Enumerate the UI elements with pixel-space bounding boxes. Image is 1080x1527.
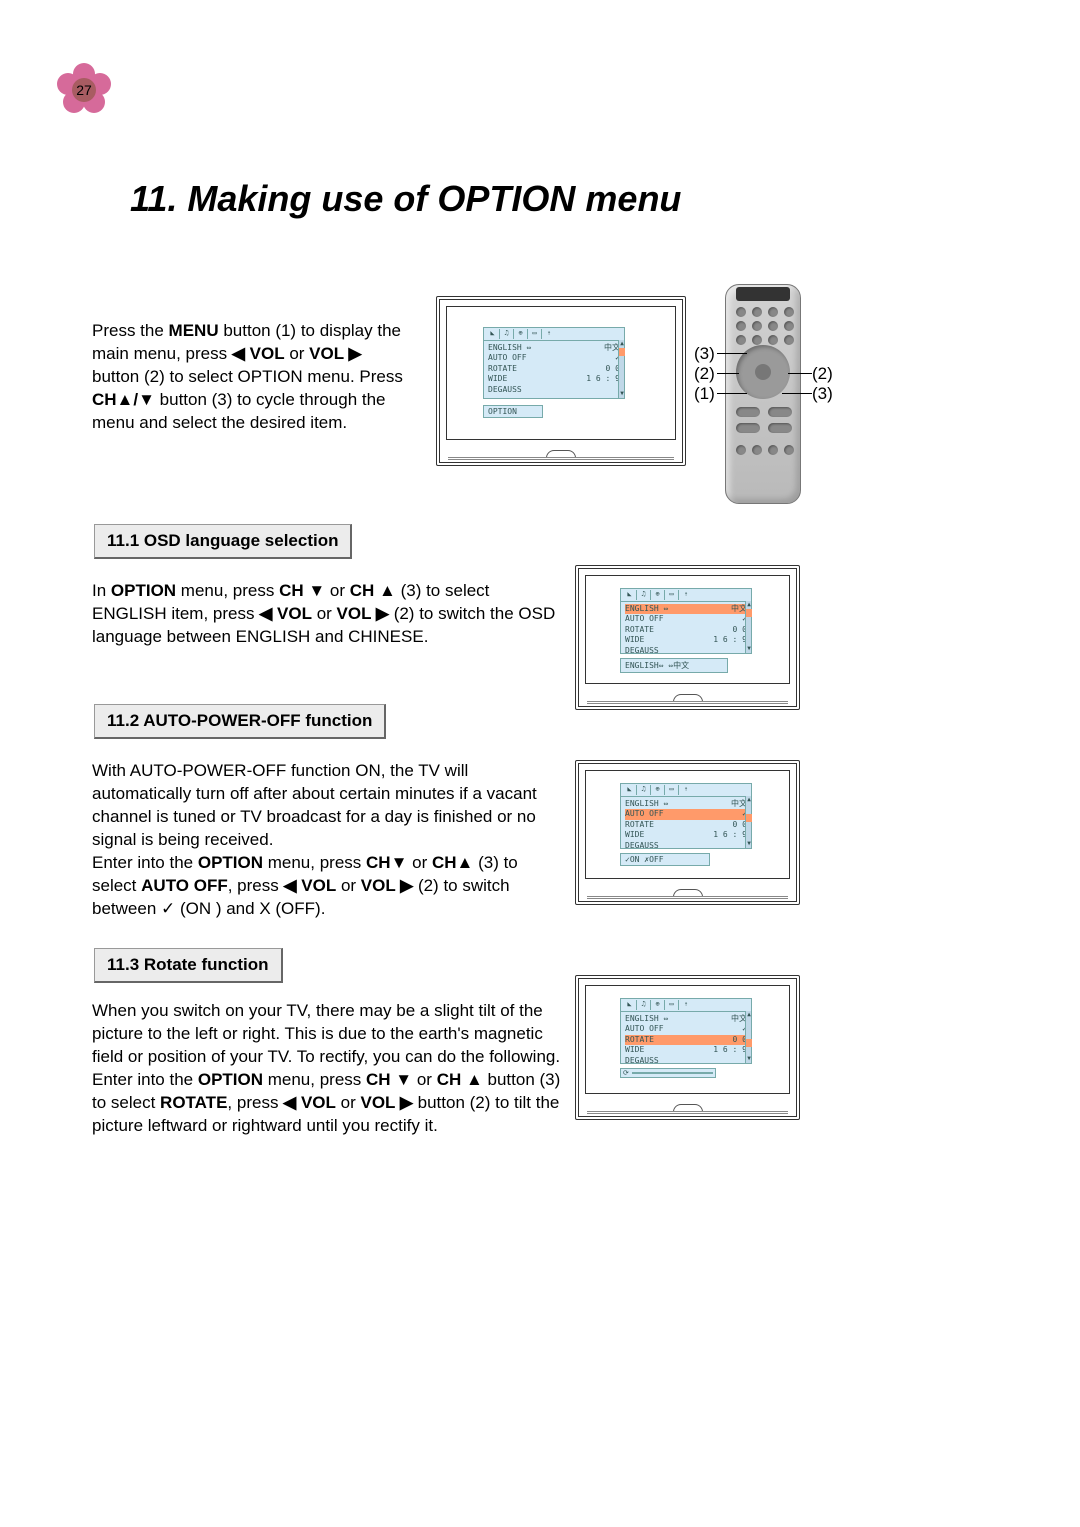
remote-button	[752, 335, 762, 345]
remote-button	[736, 423, 760, 433]
osd-tab-icon: ⇡	[542, 329, 556, 339]
osd-slider-s3: ⟳	[620, 1068, 716, 1078]
osd-footer-s1: ENGLISH⇔ ⇔中文	[620, 658, 728, 673]
remote-button	[736, 407, 760, 417]
remote-button	[752, 307, 762, 317]
osd-tabs: ◣ ♫ ⊕ ▭ ⇡	[484, 328, 624, 341]
page-badge: 27	[54, 60, 114, 120]
remote-button	[736, 335, 746, 345]
osd-menu-s1: ◣♫⊕▭⇡ ENGLISH ⇔中文 AUTO OFF✓ ROTATE0 0 WI…	[620, 588, 752, 654]
remote-button	[784, 307, 794, 317]
section-body-11-1: In OPTION menu, press CH ▼ or CH ▲ (3) t…	[92, 580, 562, 649]
osd-scrollbar: ▲▼	[618, 340, 624, 398]
osd-tab-icon: ▭	[528, 329, 542, 339]
remote-button	[784, 321, 794, 331]
osd-menu-main: ◣ ♫ ⊕ ▭ ⇡ ENGLISH ⇔中文 AUTO OFF✓ ROTATE0 …	[483, 327, 625, 399]
osd-menu-s3: ◣♫⊕▭⇡ ENGLISH ⇔中文 AUTO OFF✓ ROTATE0 0 WI…	[620, 998, 752, 1064]
section-heading-11-2: 11.2 AUTO-POWER-OFF function	[94, 704, 386, 739]
page-title: 11. Making use of OPTION menu	[130, 178, 681, 220]
tv-illustration-s2: ◣♫⊕▭⇡ ENGLISH ⇔中文 AUTO OFF✓ ROTATE0 0 WI…	[575, 760, 800, 905]
remote-button	[768, 407, 792, 417]
osd-rows: ENGLISH ⇔中文 AUTO OFF✓ ROTATE0 0 WIDE1 6 …	[484, 341, 624, 397]
remote-button	[768, 321, 778, 331]
remote-button	[752, 445, 762, 455]
remote-button	[784, 445, 794, 455]
section-body-11-3: When you switch on your TV, there may be…	[92, 1000, 562, 1138]
callout-2-right: (2)	[812, 364, 833, 384]
section-heading-11-1: 11.1 OSD language selection	[94, 524, 352, 559]
section-body-11-2: With AUTO-POWER-OFF function ON, the TV …	[92, 760, 562, 921]
tv-illustration-main: ◣ ♫ ⊕ ▭ ⇡ ENGLISH ⇔中文 AUTO OFF✓ ROTATE0 …	[436, 296, 686, 466]
callout-line	[717, 373, 739, 374]
callout-3-right: (3)	[812, 384, 833, 404]
osd-footer-main: OPTION	[483, 405, 543, 418]
page-number: 27	[54, 82, 114, 98]
remote-button	[752, 321, 762, 331]
tv-screen: ◣ ♫ ⊕ ▭ ⇡ ENGLISH ⇔中文 AUTO OFF✓ ROTATE0 …	[446, 306, 676, 440]
callout-line	[717, 353, 747, 354]
remote-ir-icon	[736, 287, 790, 301]
remote-button	[736, 321, 746, 331]
remote-button	[768, 307, 778, 317]
rotate-icon: ⟳	[623, 1069, 629, 1077]
osd-menu-s2: ◣♫⊕▭⇡ ENGLISH ⇔中文 AUTO OFF✓ ROTATE0 0 WI…	[620, 783, 752, 849]
remote-illustration	[725, 284, 801, 504]
callout-3-left: (3)	[694, 344, 715, 364]
osd-tab-icon: ◣	[486, 329, 500, 339]
remote-button	[768, 423, 792, 433]
section-heading-11-3: 11.3 Rotate function	[94, 948, 283, 983]
remote-button	[768, 335, 778, 345]
callout-1-left: (1)	[694, 384, 715, 404]
tv-illustration-s3: ◣♫⊕▭⇡ ENGLISH ⇔中文 AUTO OFF✓ ROTATE0 0 WI…	[575, 975, 800, 1120]
remote-button	[736, 307, 746, 317]
callout-line	[782, 393, 812, 394]
callout-2-left: (2)	[694, 364, 715, 384]
remote-button	[736, 445, 746, 455]
tv-illustration-s1: ◣♫⊕▭⇡ ENGLISH ⇔中文 AUTO OFF✓ ROTATE0 0 WI…	[575, 565, 800, 710]
osd-footer-s2: ✓ON ✗OFF	[620, 853, 710, 866]
callout-line	[717, 393, 747, 394]
remote-button	[768, 445, 778, 455]
tv-stripe	[448, 457, 674, 460]
intro-paragraph: Press the MENU button (1) to display the…	[92, 320, 412, 435]
osd-tab-icon: ♫	[500, 329, 514, 339]
remote-button	[784, 335, 794, 345]
callout-line	[788, 373, 812, 374]
osd-tab-icon: ⊕	[514, 329, 528, 339]
